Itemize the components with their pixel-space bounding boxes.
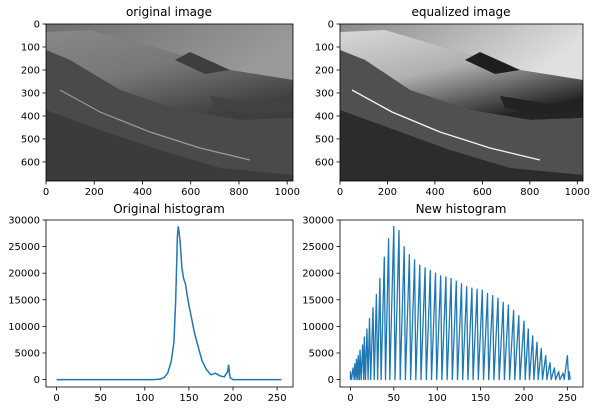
- y-tick-label: 300: [315, 88, 334, 99]
- y-tick-label: 200: [21, 65, 40, 76]
- x-tick-label: 800: [229, 187, 248, 198]
- y-tick-label: 15000: [8, 295, 40, 306]
- histogram-line: [349, 225, 571, 381]
- panel-title: equalized image: [411, 5, 510, 19]
- x-tick-label: 1000: [274, 187, 299, 198]
- x-tick-label: 1000: [565, 187, 590, 198]
- y-tick-label: 20000: [8, 269, 40, 280]
- y-tick-label: 5000: [15, 348, 40, 359]
- y-tick-label: 0: [328, 20, 334, 31]
- axes-frame: [45, 23, 294, 182]
- y-tick-label: 400: [21, 111, 40, 122]
- x-axis: 0 200 400 600 800 1000: [337, 181, 590, 198]
- x-tick-label: 50: [387, 393, 400, 404]
- y-axis: 0 5000 10000 15000 20000 25000 30000: [8, 216, 46, 386]
- y-tick-label: 15000: [302, 295, 334, 306]
- x-tick-label: 50: [94, 393, 107, 404]
- axes-frame: [45, 219, 294, 388]
- x-tick-label: 100: [135, 393, 154, 404]
- x-tick-label: 800: [520, 187, 539, 198]
- y-axis: 0 5000 10000 15000 20000 25000 30000: [302, 216, 340, 386]
- x-tick-label: 200: [223, 393, 242, 404]
- x-tick-label: 0: [43, 187, 49, 198]
- panel-title: New histogram: [416, 202, 507, 216]
- x-tick-label: 200: [378, 187, 397, 198]
- y-tick-label: 25000: [8, 242, 40, 253]
- y-tick-label: 25000: [302, 242, 334, 253]
- y-tick-label: 200: [315, 65, 334, 76]
- x-tick-label: 200: [85, 187, 104, 198]
- y-tick-label: 5000: [309, 348, 334, 359]
- x-tick-label: 0: [337, 187, 343, 198]
- y-tick-label: 10000: [8, 322, 40, 333]
- x-tick-label: 0: [53, 393, 59, 404]
- x-tick-label: 250: [268, 393, 287, 404]
- plot-area: [56, 226, 282, 381]
- x-tick-label: 600: [181, 187, 200, 198]
- x-tick-label: 400: [133, 187, 152, 198]
- x-tick-label: 400: [425, 187, 444, 198]
- panel-title: original image: [126, 5, 212, 19]
- y-tick-label: 0: [34, 375, 40, 386]
- x-tick-label: 150: [471, 393, 490, 404]
- x-tick-label: 250: [558, 393, 577, 404]
- y-tick-label: 500: [21, 134, 40, 145]
- y-tick-label: 600: [21, 157, 40, 168]
- y-tick-label: 100: [21, 42, 40, 53]
- y-axis: 0 100 200 300 400 500 600: [21, 20, 46, 168]
- y-tick-label: 30000: [302, 216, 334, 227]
- y-tick-label: 0: [34, 20, 40, 31]
- panel-new-histogram: New histogram 0 50 100 150 200 250 0 5000 10000…: [302, 202, 584, 404]
- panel-original-histogram: Original histogram 0 50 100 150 200 250 0 5000…: [8, 202, 294, 404]
- x-tick-label: 100: [428, 393, 447, 404]
- y-tick-label: 300: [21, 88, 40, 99]
- panel-title: Original histogram: [113, 202, 225, 216]
- y-tick-label: 10000: [302, 322, 334, 333]
- y-tick-label: 0: [328, 375, 334, 386]
- x-tick-label: 0: [347, 393, 353, 404]
- y-tick-label: 600: [315, 157, 334, 168]
- y-tick-label: 400: [315, 111, 334, 122]
- x-tick-label: 600: [473, 187, 492, 198]
- panel-equalized-image: equalized image 0 200 400 600 800 1000 0 100 20…: [315, 5, 590, 198]
- y-tick-label: 20000: [302, 269, 334, 280]
- equalized-grayscale-image: [340, 24, 583, 181]
- x-tick-label: 200: [514, 393, 533, 404]
- y-tick-label: 500: [315, 134, 334, 145]
- y-axis: 0 100 200 300 400 500 600: [315, 20, 340, 168]
- grayscale-image: [46, 24, 293, 181]
- y-tick-label: 30000: [8, 216, 40, 227]
- axes-frame: [339, 23, 584, 182]
- x-axis: 0 50 100 150 200 250: [347, 387, 577, 404]
- x-axis: 0 50 100 150 200 250: [53, 387, 287, 404]
- x-axis: 0 200 400 600 800 1000: [43, 181, 300, 198]
- histogram-line: [56, 226, 282, 381]
- plot-area: [349, 225, 571, 381]
- panel-original-image: original image 0 200 400 600 800 1000 0 100 200…: [21, 5, 300, 198]
- y-tick-label: 100: [315, 42, 334, 53]
- x-tick-label: 150: [179, 393, 198, 404]
